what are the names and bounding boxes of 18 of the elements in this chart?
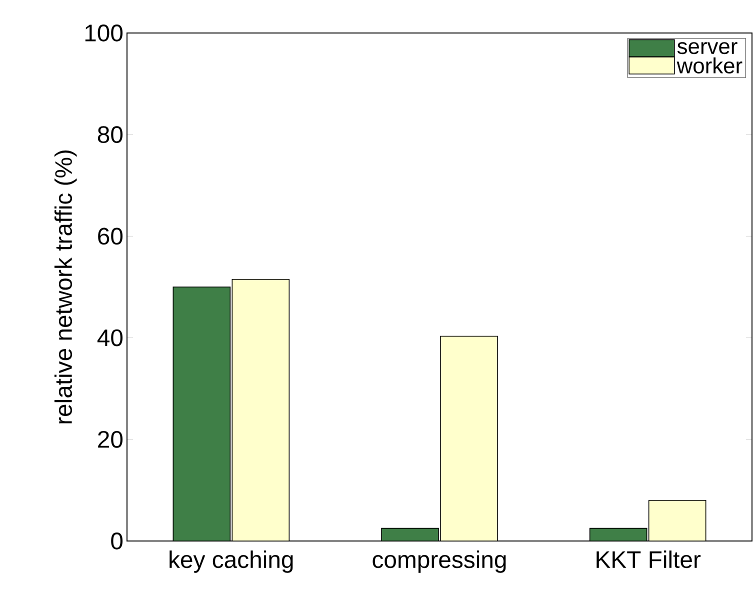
- x-tick-label: key caching: [170, 550, 293, 573]
- bar: [648, 500, 706, 541]
- legend-label: server: [677, 42, 738, 54]
- y-tick-label: 0: [111, 532, 123, 550]
- y-tick-label: 80: [98, 126, 123, 144]
- legend-label: worker: [676, 57, 742, 74]
- bar: [382, 528, 439, 541]
- y-axis-title: relative network traffic (%): [54, 150, 77, 424]
- bar: [589, 528, 648, 541]
- bar: [172, 286, 231, 541]
- x-tick-label: compressing: [372, 550, 506, 573]
- y-tick-label: 40: [97, 329, 123, 346]
- y-tick-label: 60: [98, 228, 123, 245]
- y-tick-label: 100: [85, 24, 123, 42]
- bar: [440, 336, 498, 541]
- x-tick-label: KKT Filter: [596, 550, 701, 568]
- y-tick-label: 20: [98, 430, 123, 448]
- bar: [232, 278, 290, 541]
